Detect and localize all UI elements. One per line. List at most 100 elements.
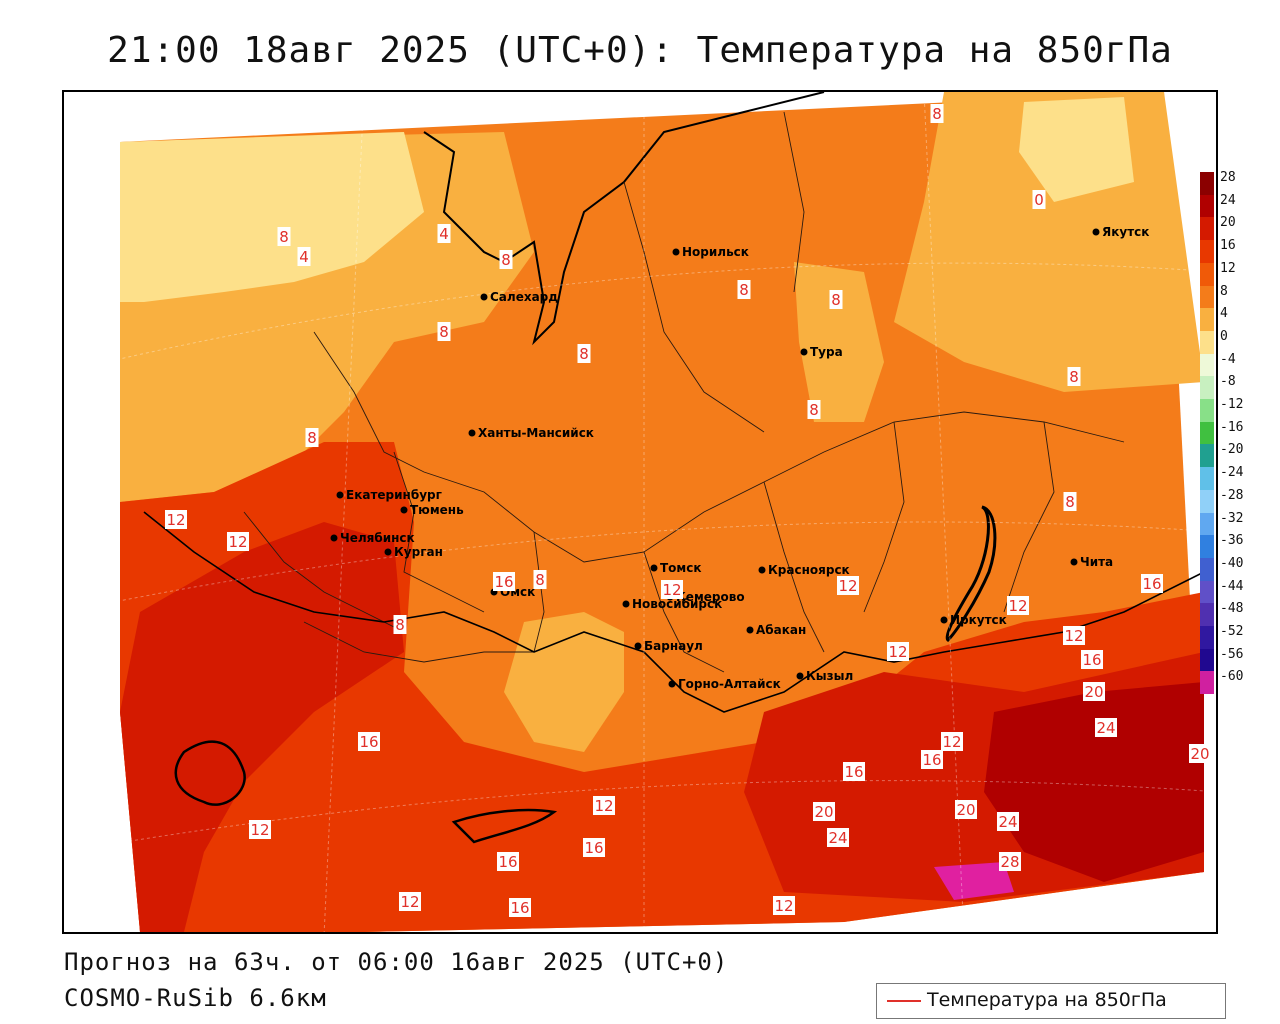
contour-label-text: 16 bbox=[584, 839, 603, 857]
contour-label-bg bbox=[737, 280, 751, 299]
city-dot bbox=[622, 600, 630, 608]
contour-label-text: 16 bbox=[1142, 575, 1161, 593]
map-legend: Температура на 850гПа bbox=[876, 983, 1226, 1019]
contour-label-bg bbox=[773, 896, 795, 915]
contour-label: 16 bbox=[509, 898, 531, 917]
colorbar-tick-label: 12 bbox=[1220, 260, 1236, 276]
contour-label-bg bbox=[1067, 367, 1081, 386]
legend-line-swatch bbox=[887, 1000, 921, 1002]
contour-label-text: 8 bbox=[535, 571, 545, 589]
contour-label: 16 bbox=[843, 762, 865, 781]
contour-label-text: 12 bbox=[942, 733, 961, 751]
contour-label-text: 4 bbox=[439, 225, 449, 243]
contour-label-text: 8 bbox=[501, 251, 511, 269]
colorbar-segment bbox=[1200, 376, 1214, 400]
forecast-info: Прогноз на 63ч. от 06:00 16авг 2025 (UTC… bbox=[64, 948, 729, 976]
colorbar-tick-label: 20 bbox=[1220, 215, 1236, 231]
contour-label: 4 bbox=[297, 247, 311, 266]
colorbar-segment bbox=[1200, 240, 1214, 264]
contour-label-text: 28 bbox=[1000, 853, 1019, 871]
colorbar-tick-label: -4 bbox=[1220, 351, 1236, 367]
contour-label: 8 bbox=[577, 344, 591, 363]
colorbar-segment bbox=[1200, 626, 1214, 649]
contour-label-text: 12 bbox=[1008, 597, 1027, 615]
contour-label: 8 bbox=[305, 428, 319, 447]
contour-label: 24 bbox=[997, 812, 1019, 831]
contour-label-text: 12 bbox=[594, 797, 613, 815]
city-label: Горно-Алтайск bbox=[678, 677, 781, 691]
contour-label-bg bbox=[843, 762, 865, 781]
city-label: Барнаул bbox=[644, 639, 703, 653]
contour-label-bg bbox=[813, 802, 835, 821]
city-label: Курган bbox=[394, 545, 443, 559]
city-marker: Кызыл bbox=[796, 669, 853, 683]
extreme-patch bbox=[934, 862, 1014, 900]
colorbar-segment bbox=[1200, 512, 1214, 536]
city-dot bbox=[336, 491, 344, 499]
country-border bbox=[143, 511, 1205, 713]
contour-label: 24 bbox=[827, 828, 849, 847]
colorbar-segment bbox=[1200, 535, 1214, 559]
contour-label-text: 20 bbox=[814, 803, 833, 821]
contour-label-bg bbox=[393, 615, 407, 634]
contour-label: 12 bbox=[165, 510, 187, 529]
colorbar-segment bbox=[1200, 489, 1214, 513]
contour-label-bg bbox=[661, 580, 683, 599]
contour-label-text: 8 bbox=[831, 291, 841, 309]
contour-label-bg bbox=[165, 510, 187, 529]
contour-label-bg bbox=[497, 852, 519, 871]
city-label: Кемерово bbox=[676, 590, 745, 604]
colorbar-tick-label: -24 bbox=[1220, 465, 1244, 481]
contour-label-bg bbox=[1095, 718, 1117, 737]
contour-label-text: 12 bbox=[228, 533, 247, 551]
temperature-map[interactable]: Норильск Якутск Салехард Тура Ханты-Мансийск… bbox=[64, 92, 1218, 934]
contour-label: 12 bbox=[941, 732, 963, 751]
contour-label: 12 bbox=[593, 796, 615, 815]
city-marker: Челябинск bbox=[330, 531, 415, 545]
city-label: Томск bbox=[660, 561, 702, 575]
contour-label: 20 bbox=[813, 802, 835, 821]
city-label: Екатеринбург bbox=[346, 488, 442, 502]
city-dot bbox=[634, 642, 642, 650]
city-label: Норильск bbox=[682, 245, 749, 259]
contour-label: 16 bbox=[921, 750, 943, 769]
balkhash-outline bbox=[451, 808, 558, 844]
contour-label: 12 bbox=[1063, 626, 1085, 645]
cool-patch-tura bbox=[794, 262, 884, 422]
colorbar-segment bbox=[1200, 648, 1214, 672]
city-label: Абакан bbox=[756, 623, 806, 637]
contour-label-text: 16 bbox=[1082, 651, 1101, 669]
city-dot bbox=[1070, 558, 1078, 566]
colorbar-segment bbox=[1200, 671, 1214, 695]
contour-label-bg bbox=[577, 344, 591, 363]
contour-label: 24 bbox=[1095, 718, 1117, 737]
contour-label: 16 bbox=[583, 838, 605, 857]
city-label: Тура bbox=[810, 345, 843, 359]
contour-label: 0 bbox=[1032, 190, 1046, 209]
contour-label-bg bbox=[493, 572, 515, 591]
contour-label-bg bbox=[499, 250, 513, 269]
colorbar-tick-label: 8 bbox=[1220, 283, 1228, 299]
city-label: Красноярск bbox=[768, 563, 850, 577]
contour-label: 8 bbox=[533, 570, 547, 589]
map-panel[interactable]: Норильск Якутск Салехард Тура Ханты-Мансийск… bbox=[62, 90, 1218, 934]
city-label: Салехард bbox=[490, 290, 558, 304]
colorbar-tick-label: -28 bbox=[1220, 487, 1244, 503]
colorbar-tick-label: -36 bbox=[1220, 533, 1244, 549]
contour-label-bg bbox=[837, 576, 859, 595]
colorbar-tick-label: -20 bbox=[1220, 442, 1244, 458]
contour-label-bg bbox=[509, 898, 531, 917]
colorbar-segment bbox=[1200, 308, 1214, 332]
lake-baikal bbox=[945, 505, 997, 642]
city-label: Челябинск bbox=[340, 531, 415, 545]
city-dot bbox=[746, 626, 754, 634]
colorbar-segment bbox=[1200, 603, 1214, 627]
city-marker: Якутск bbox=[1092, 225, 1149, 239]
contour-label-bg bbox=[1063, 626, 1085, 645]
colorbar-tick-label: 24 bbox=[1220, 192, 1236, 208]
colorbar-tick-label: -16 bbox=[1220, 419, 1244, 435]
colorbar-segment bbox=[1200, 217, 1214, 241]
contour-label: 8 bbox=[737, 280, 751, 299]
contour-label-text: 0 bbox=[1034, 191, 1044, 209]
contour-label-text: 8 bbox=[279, 228, 289, 246]
